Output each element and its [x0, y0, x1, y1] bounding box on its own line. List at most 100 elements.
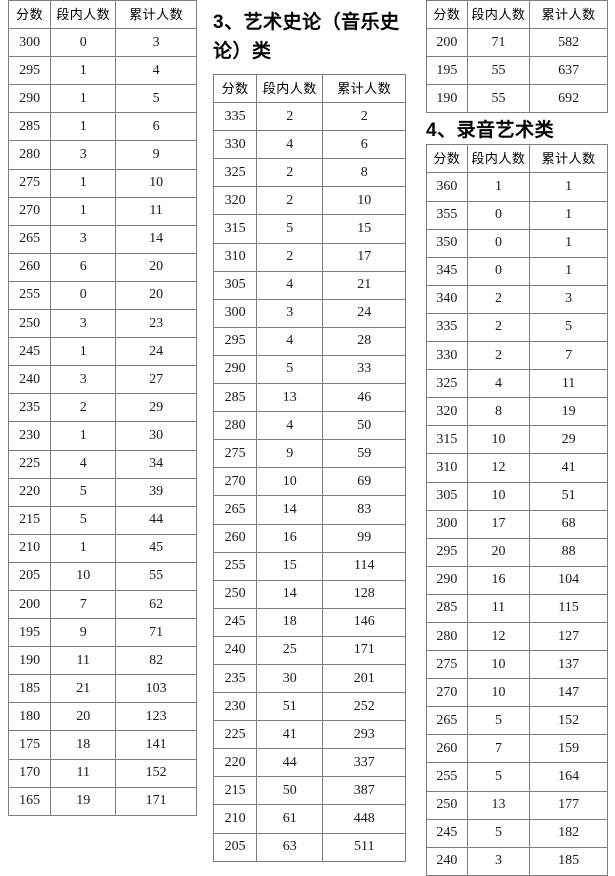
cell-band-count: 3: [466, 846, 531, 876]
table-row: 280 4 50: [212, 411, 406, 441]
cell-score: 290: [212, 354, 258, 385]
cell-cumulative-count: 114: [322, 551, 406, 581]
table-row: 260 7 159: [426, 734, 608, 764]
table-row: 190 55 692: [426, 84, 608, 114]
cell-score: 215: [7, 505, 52, 535]
table-row: 250 13 177: [426, 790, 608, 820]
cell-cumulative-count: 115: [529, 593, 608, 623]
cell-band-count: 1: [50, 168, 117, 198]
cell-band-count: 11: [466, 593, 531, 623]
cell-score: 250: [426, 790, 468, 820]
cell-score: 265: [426, 706, 468, 736]
cell-score: 360: [426, 172, 468, 202]
cell-band-count: 41: [256, 720, 324, 750]
cell-band-count: 51: [256, 692, 324, 722]
cell-band-count: 1: [50, 84, 117, 114]
column-header-0: 分数: [212, 73, 258, 104]
table-row: 330 4 6: [212, 130, 406, 160]
table-row: 250 14 128: [212, 579, 406, 609]
cell-score: 230: [212, 692, 258, 722]
cell-score: 275: [7, 168, 52, 198]
cell-cumulative-count: 41: [529, 453, 608, 483]
cell-score: 315: [426, 425, 468, 455]
table-row: 240 3 185: [426, 846, 608, 876]
cell-band-count: 2: [256, 102, 324, 132]
table-body-middle: 335 2 2 330 4 6 325 2 8 320 2 10 315 5 15 310 2 17 305 4 21 3…: [212, 102, 406, 862]
cell-band-count: 9: [50, 618, 117, 648]
cell-score: 240: [212, 635, 258, 665]
cell-cumulative-count: 51: [529, 481, 608, 511]
cell-band-count: 25: [256, 635, 324, 665]
cell-cumulative-count: 3: [115, 28, 197, 58]
cell-cumulative-count: 39: [115, 477, 197, 507]
table-row: 265 5 152: [426, 706, 608, 736]
column-header-2: 累计人数: [322, 73, 406, 104]
cell-cumulative-count: 127: [529, 621, 608, 652]
column-header-2: 累计人数: [529, 144, 608, 174]
table-row: 245 18 146: [212, 607, 406, 637]
table-header-row: 分数 段内人数 累计人数: [212, 73, 406, 104]
table-row: 300 17 68: [426, 509, 608, 539]
cell-band-count: 2: [256, 242, 324, 272]
table-body-right-top: 200 71 582 195 55 637 190 55 692: [426, 28, 608, 114]
table-row: 325 2 8: [212, 158, 406, 188]
table-row: 200 71 582: [426, 28, 608, 58]
table-header-left: 分数 段内人数 累计人数: [7, 0, 197, 30]
cell-score: 280: [7, 140, 52, 170]
cell-band-count: 19: [50, 786, 117, 816]
cell-score: 165: [7, 786, 52, 816]
cell-band-count: 3: [50, 365, 117, 395]
cell-band-count: 10: [466, 425, 531, 455]
cell-score: 310: [426, 453, 468, 483]
table-row: 235 30 201: [212, 663, 406, 694]
column-header-0: 分数: [426, 0, 468, 30]
cell-score: 315: [212, 214, 258, 244]
cell-cumulative-count: 69: [322, 467, 406, 497]
cell-score: 270: [7, 196, 52, 226]
table-row: 215 50 387: [212, 776, 406, 806]
table-row: 330 2 7: [426, 341, 608, 371]
cell-band-count: 2: [466, 312, 531, 343]
cell-band-count: 0: [466, 228, 531, 258]
table-row: 260 16 99: [212, 523, 406, 553]
cell-score: 330: [426, 341, 468, 371]
cell-band-count: 2: [466, 341, 531, 371]
cell-band-count: 5: [466, 762, 531, 792]
cell-score: 215: [212, 776, 258, 806]
cell-band-count: 1: [50, 421, 117, 451]
cell-cumulative-count: 4: [115, 56, 197, 86]
table-row: 240 3 27: [7, 365, 197, 395]
cell-cumulative-count: 637: [529, 56, 608, 86]
middle-column: 3、艺术史论（音乐史论）类 分数 段内人数 累计人数 335 2 2 330 4 6 325 2 8…: [212, 0, 406, 862]
cell-cumulative-count: 9: [115, 140, 197, 170]
table-row: 265 3 14: [7, 224, 197, 254]
cell-score: 280: [212, 411, 258, 441]
cell-score: 175: [7, 730, 52, 760]
cell-cumulative-count: 146: [322, 607, 406, 637]
cell-band-count: 1: [50, 196, 117, 226]
table-row: 245 1 24: [7, 337, 197, 367]
cell-score: 290: [7, 84, 52, 114]
cell-score: 270: [426, 678, 468, 708]
cell-cumulative-count: 34: [115, 449, 197, 479]
cell-band-count: 1: [50, 56, 117, 86]
cell-score: 265: [212, 495, 258, 525]
cell-band-count: 10: [466, 678, 531, 708]
cell-cumulative-count: 152: [115, 758, 197, 788]
cell-cumulative-count: 103: [115, 674, 197, 704]
cell-band-count: 4: [256, 270, 324, 300]
cell-score: 275: [212, 439, 258, 469]
cell-cumulative-count: 24: [115, 337, 197, 367]
cell-band-count: 1: [466, 172, 531, 202]
cell-score: 305: [212, 270, 258, 300]
cell-cumulative-count: 46: [322, 383, 406, 413]
table-row: 285 11 115: [426, 593, 608, 623]
cell-cumulative-count: 27: [115, 365, 197, 395]
cell-band-count: 0: [466, 200, 531, 230]
cell-score: 295: [426, 537, 468, 567]
score-distribution-table-art-history-theory: 分数 段内人数 累计人数 335 2 2 330 4 6 325 2 8 320 2 10 315 5 15 31…: [212, 73, 406, 862]
table-row: 320 8 19: [426, 397, 608, 427]
cell-band-count: 1: [50, 533, 117, 563]
cell-cumulative-count: 68: [529, 509, 608, 539]
cell-score: 270: [212, 467, 258, 497]
